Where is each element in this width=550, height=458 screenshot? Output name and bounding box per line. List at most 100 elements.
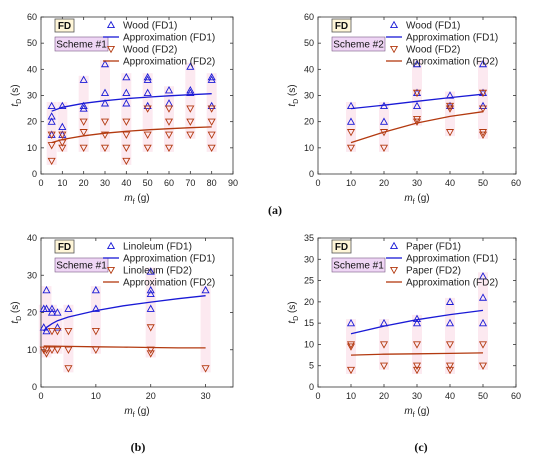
y-tick-label: 20: [27, 308, 37, 318]
x-tick-label: 30: [100, 178, 110, 188]
fd2-marker: [186, 131, 195, 139]
scheme-badge: Scheme #1: [56, 40, 107, 51]
legend-label: Approximation (FD1): [123, 254, 215, 265]
fd1-marker: [143, 75, 152, 83]
x-tick-label: 20: [146, 391, 156, 401]
x-tick-label: 20: [379, 391, 389, 401]
y-tick-label: 20: [27, 117, 37, 127]
legend-fd1-marker: [106, 241, 116, 250]
x-tick-label: 10: [91, 391, 101, 401]
y-tick-label: 0: [32, 382, 37, 392]
legend-label: Approximation (FD1): [406, 254, 498, 265]
fd2-marker: [186, 105, 195, 113]
scheme-badge-box: [331, 257, 386, 273]
data-band: [41, 286, 52, 358]
fd1-marker: [47, 308, 57, 316]
fd1-marker: [146, 289, 155, 297]
fd2-marker: [412, 341, 422, 349]
fd2-marker: [207, 118, 216, 126]
x-tick-label: 50: [143, 178, 153, 188]
fd2-marker: [64, 365, 73, 373]
y-axis-label: tD (s): [287, 301, 300, 323]
scheme-badge: Scheme #1: [333, 261, 384, 272]
fd1-marker: [186, 62, 195, 70]
fd1-marker: [346, 318, 356, 327]
fd1-marker: [445, 318, 455, 327]
x-axis-label: mf (g): [124, 193, 149, 206]
x-tick-label: 50: [478, 178, 488, 188]
legend-fd1-marker: [106, 20, 116, 29]
y-axis-label-sub: D: [293, 316, 300, 321]
fd-badge-box: [331, 18, 352, 33]
x-tick-label: 30: [201, 391, 211, 401]
x-axis-label: mf (g): [404, 193, 429, 206]
legend-label: Approximation (FD2): [406, 278, 498, 289]
approximation-curve: [350, 352, 484, 356]
fd1-marker: [53, 308, 62, 316]
x-tick-label: 10: [346, 391, 356, 401]
fd2-marker: [143, 105, 152, 113]
x-tick-label: 0: [38, 178, 43, 188]
y-tick-label: 0: [32, 169, 37, 179]
x-tick-label: 50: [478, 391, 488, 401]
x-tick-label: 40: [445, 391, 455, 401]
legend-label: Wood (FD2): [123, 45, 177, 56]
fd2-marker: [100, 144, 110, 153]
fd1-marker: [122, 88, 131, 96]
data-band: [379, 319, 389, 370]
x-tick-label: 60: [164, 178, 174, 188]
data-band: [412, 60, 422, 126]
x-axis-label-sub: f: [413, 412, 415, 419]
fd2-marker: [47, 157, 56, 166]
fd2-marker: [445, 129, 455, 137]
y-tick-label: 60: [27, 12, 37, 22]
fd1-marker: [379, 117, 389, 125]
y-axis-label-sub: D: [16, 316, 23, 321]
fd-badge: FD: [335, 21, 348, 32]
x-axis-label-main: m: [404, 406, 412, 417]
fd-badge-box: [54, 18, 75, 33]
fd2-marker: [47, 142, 56, 150]
y-tick-label: 0: [309, 382, 314, 392]
fd2-marker: [445, 362, 455, 370]
fd2-marker: [58, 131, 67, 139]
y-axis-label: tD (s): [10, 301, 23, 323]
y-axis-label-unit: (s): [10, 301, 21, 315]
fd2-marker: [122, 144, 131, 153]
fd1-marker: [143, 88, 152, 96]
x-tick-label: 40: [445, 178, 455, 188]
fd2-marker: [379, 144, 389, 153]
y-tick-label: 40: [27, 233, 37, 243]
approximation-curve: [51, 93, 212, 112]
fd2-marker: [164, 144, 174, 153]
fd1-marker: [79, 101, 88, 110]
chart-panel-a-right: 0 10 20 30 40 50 60 0 10 20 30 40 50 60 mf (g) tD (s) FD…: [268, 12, 521, 217]
x-axis-label: mf (g): [124, 406, 149, 419]
y-tick-label: 50: [304, 38, 314, 48]
x-axis-label-unit: (g): [135, 406, 150, 417]
fd2-marker: [164, 118, 174, 126]
fd2-marker: [346, 341, 356, 349]
legend-fd1-marker: [389, 20, 399, 29]
fd1-marker: [79, 104, 88, 112]
x-axis-label-sub: f: [413, 199, 415, 206]
fd2-marker: [478, 341, 488, 349]
y-tick-label: 10: [304, 339, 314, 349]
chart-panel-c: 0 10 20 30 40 50 60 0 5 10 15 20 25 30 35 mf (g) tD (s) F…: [287, 233, 521, 454]
approximation-curve: [51, 126, 212, 144]
legend-label: Paper (FD2): [406, 266, 461, 277]
fd2-marker: [186, 118, 195, 126]
fd2-marker: [58, 144, 67, 153]
x-axis-label-unit: (g): [415, 406, 430, 417]
fd2-marker: [478, 131, 488, 139]
y-tick-label: 10: [304, 143, 314, 153]
x-tick-label: 0: [315, 391, 320, 401]
fd1-marker: [58, 101, 67, 110]
fd-badge: FD: [58, 21, 71, 32]
y-axis-label-main: t: [10, 103, 21, 107]
fd1-marker: [100, 99, 110, 107]
legend-fd2-marker: [389, 266, 399, 275]
legend-label: Approximation (FD2): [406, 57, 498, 68]
fd1-marker: [143, 72, 152, 81]
y-axis-label-main: t: [287, 103, 298, 107]
